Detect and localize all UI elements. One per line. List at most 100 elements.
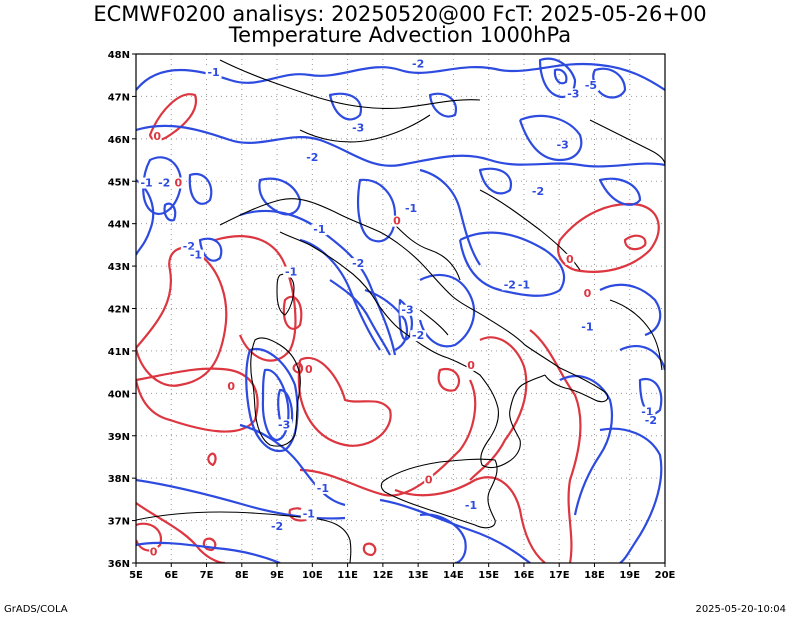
contour-label: 0 [566,253,574,266]
contour-label: 0 [393,215,401,228]
contour-label-bg [205,67,222,79]
contour-label: 0 [305,363,313,376]
contour-label-bg [399,304,416,316]
x-tick-label: 11E [337,570,358,581]
chart-subtitle: Temperature Advection 1000hPa [228,23,572,47]
contour-label-bg [582,79,599,91]
contour-label-bg [579,321,596,333]
contour-label: 0 [584,287,592,300]
contour-label-bg [283,266,300,278]
contour-label: -1 [317,482,329,495]
contour-label: -2 [645,414,657,427]
contour-label-bg [554,139,571,151]
contour-label-bg [410,58,427,70]
contour-label: -3 [557,138,569,151]
y-tick-label: 48N [108,50,130,61]
contour-labels: -1-2-3-5-3-2-1 -2 00-3-2-1-10-2-1-2-1-2 -1-… [138,58,659,559]
contour-label-bg [530,185,547,197]
contour-label-bg [350,258,367,270]
x-tick-label: 6E [164,570,178,581]
contour-label: -1 [581,321,593,334]
contour-label: -2 [412,58,424,71]
y-tick-label: 39N [108,432,130,443]
contour-label: -2 [412,329,424,342]
contour-label-bg [314,482,331,494]
contour-label-bg [311,224,328,236]
contour-label-bg [180,241,197,253]
y-tick-label: 41N [108,347,130,358]
y-tick-label: 36N [108,559,130,570]
contour-label-bg [300,508,317,520]
contour-label: -2 [306,151,318,164]
contour-label: -1 [465,499,477,512]
contour-label: -3 [401,304,413,317]
contour-label-bg [501,279,518,291]
contour-label: -3 [278,418,290,431]
y-tick-label: 44N [108,220,130,231]
y-tick-label: 37N [108,517,130,528]
x-tick-label: 16E [514,570,535,581]
x-tick-label: 17E [549,570,570,581]
x-tick-label: 10E [302,570,323,581]
contour-label: -2 [271,520,283,533]
contour-label-bg [565,88,582,100]
contour-label: -1 [313,223,325,236]
contour-label-bg [152,130,162,142]
contour-label-bg [639,406,656,418]
contour-label-bg [304,152,321,164]
contour-label-bg [138,177,155,189]
x-tick-label: 7E [200,570,214,581]
axis-ticks: 5E 6E 7E 8E 9E 10E 11E 12E 13E 14E 15E 16E 17E 18E 19E… [108,50,676,581]
y-tick-label: 46N [108,135,130,146]
x-tick-label: 20E [655,570,676,581]
x-tick-label: 12E [372,570,393,581]
x-tick-label: 5E [129,570,143,581]
contour-label: -1 [518,278,530,291]
contour-label-bg [463,499,480,511]
contour-label-bg [565,253,575,265]
contour-label-bg [149,546,159,558]
contour-label: -1 [405,202,417,215]
contour-label: 0 [150,546,158,559]
contour-label-bg [173,177,183,189]
contour-label: 0 [174,176,182,189]
contour-label: 0 [425,473,433,486]
contour-label-bg [350,122,367,134]
contour-label: -3 [567,87,579,100]
y-tick-label: 43N [108,262,130,273]
contour-label-bg [304,364,314,376]
positive-contours [136,93,660,563]
chart-title: ECMWF0200 analisys: 20250520@00 FcT: 202… [93,2,707,26]
contour-label: -2 [352,257,364,270]
contour-label: -3 [352,121,364,134]
contour-label-bg [156,177,173,189]
contour-label: -1 [190,249,202,262]
contour-label: -5 [585,79,597,92]
y-tick-label: 40N [108,389,130,400]
contour-label-bg [226,381,236,393]
contour-label: -1 [285,266,297,279]
contour-label-bg [642,415,659,427]
footer-credit: GrADS/COLA [4,604,68,615]
contour-label-bg [466,359,476,371]
contour-label: -1 [140,176,152,189]
contour-label: 0 [467,359,475,372]
contour-label-bg [410,330,427,342]
x-tick-label: 9E [270,570,284,581]
contour-label: -2 [532,185,544,198]
contour-label: -2 [158,176,170,189]
contour-label: 0 [153,130,161,143]
x-tick-label: 18E [584,570,605,581]
contour-label-bg [392,215,402,227]
contour-label-bg [187,249,204,261]
x-tick-label: 13E [408,570,429,581]
x-tick-label: 19E [619,570,640,581]
contour-label: 0 [227,380,235,393]
contour-label-bg [515,279,532,291]
y-tick-label: 47N [108,92,130,103]
contour-label-bg [269,521,286,533]
x-tick-label: 14E [443,570,464,581]
contour-label-bg [403,202,420,214]
y-tick-label: 42N [108,305,130,316]
